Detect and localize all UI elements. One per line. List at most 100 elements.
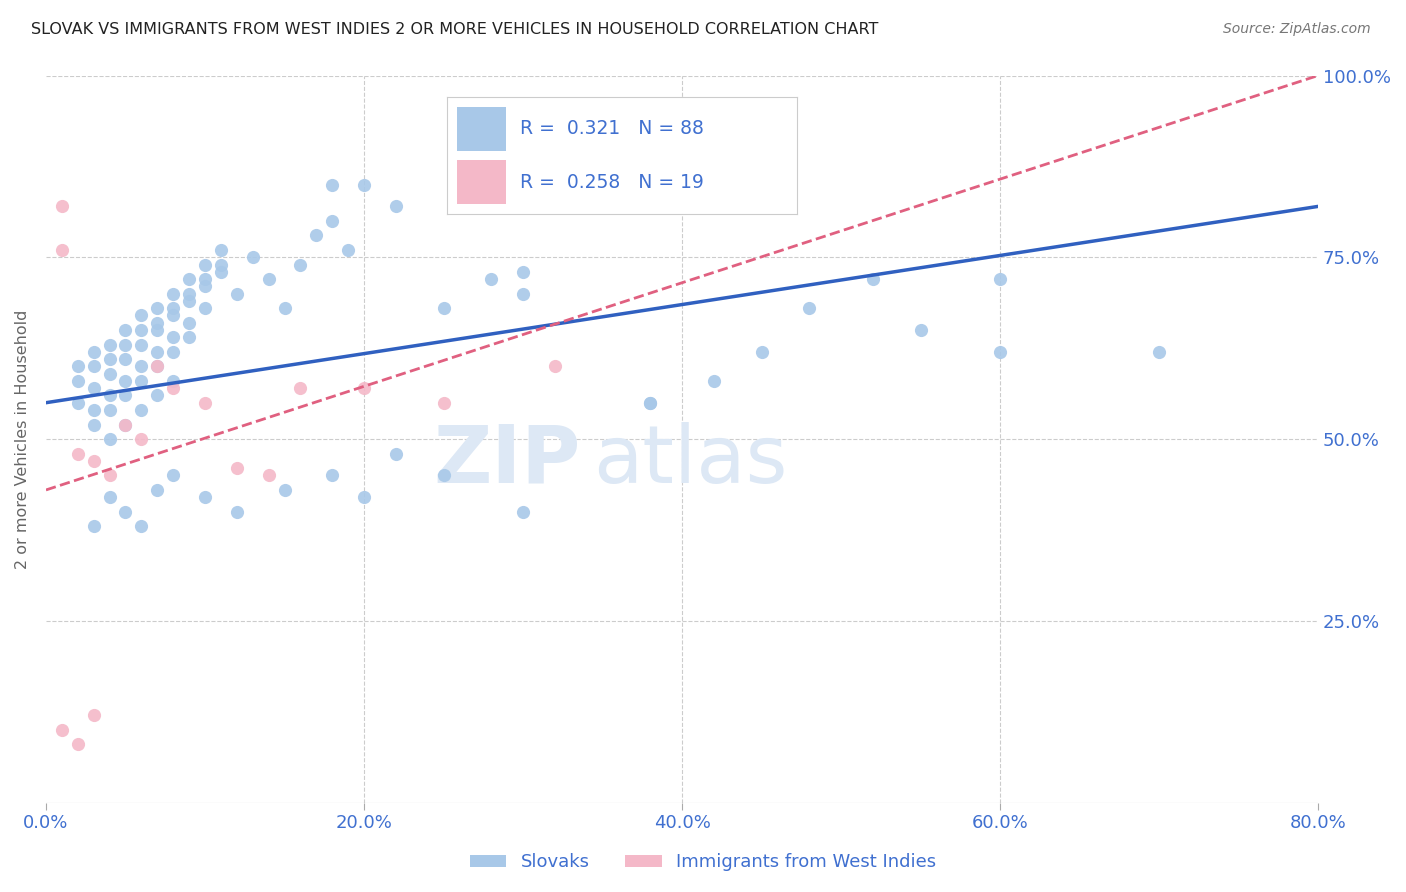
Text: ZIP: ZIP (433, 422, 581, 500)
Point (257, 272, 280, 286)
Point (83, 454, 105, 468)
Point (98, 388, 121, 402)
Point (162, 286, 184, 301)
Point (162, 309, 184, 323)
Point (131, 323, 153, 337)
Point (131, 432, 153, 446)
Point (162, 330, 184, 344)
Point (988, 344, 1011, 359)
Point (638, 395, 661, 409)
Point (209, 265, 232, 279)
Point (321, 214, 343, 228)
Point (131, 337, 153, 351)
Point (177, 316, 200, 330)
Point (114, 337, 136, 351)
Point (321, 178, 343, 192)
Point (703, 374, 725, 388)
Text: atlas: atlas (593, 422, 787, 500)
Point (98, 403, 121, 417)
Point (51, 243, 73, 257)
Point (512, 265, 534, 279)
Point (353, 178, 375, 192)
Point (432, 301, 454, 315)
Point (51, 199, 73, 213)
Point (83, 519, 105, 533)
Point (479, 272, 502, 286)
Point (66, 447, 89, 461)
Point (83, 344, 105, 359)
Point (146, 323, 169, 337)
Point (432, 468, 454, 483)
Point (337, 243, 360, 257)
Point (544, 359, 567, 374)
Point (385, 199, 408, 213)
Point (353, 381, 375, 395)
Point (194, 490, 217, 504)
Point (209, 258, 232, 272)
Point (910, 323, 932, 337)
Point (162, 468, 184, 483)
Point (98, 490, 121, 504)
Point (51, 723, 73, 737)
Point (146, 359, 169, 374)
Point (114, 374, 136, 388)
Point (225, 286, 247, 301)
Point (862, 272, 884, 286)
Point (432, 395, 454, 409)
Point (131, 519, 153, 533)
Point (131, 403, 153, 417)
Point (146, 316, 169, 330)
Point (131, 309, 153, 323)
Point (66, 359, 89, 374)
Point (177, 330, 200, 344)
Point (114, 352, 136, 367)
Point (225, 461, 247, 475)
Point (305, 228, 328, 243)
Point (146, 388, 169, 402)
Point (162, 374, 184, 388)
Point (353, 490, 375, 504)
Point (66, 374, 89, 388)
Point (177, 293, 200, 308)
Point (512, 505, 534, 519)
Point (321, 468, 343, 483)
Point (114, 417, 136, 432)
Point (146, 483, 169, 497)
Y-axis label: 2 or more Vehicles in Household: 2 or more Vehicles in Household (15, 310, 30, 569)
Point (162, 301, 184, 315)
Point (83, 403, 105, 417)
Point (242, 250, 264, 264)
Point (114, 323, 136, 337)
Point (146, 359, 169, 374)
Point (751, 344, 773, 359)
Point (162, 344, 184, 359)
Point (162, 381, 184, 395)
Point (146, 301, 169, 315)
Point (257, 468, 280, 483)
Point (194, 395, 217, 409)
Point (194, 258, 217, 272)
Text: Source: ZipAtlas.com: Source: ZipAtlas.com (1223, 22, 1371, 37)
Point (385, 447, 408, 461)
Point (114, 417, 136, 432)
Point (638, 395, 661, 409)
Point (98, 352, 121, 367)
Point (66, 395, 89, 409)
Point (66, 738, 89, 752)
Point (98, 367, 121, 381)
Point (98, 468, 121, 483)
Point (177, 286, 200, 301)
Point (194, 279, 217, 293)
Point (799, 301, 821, 315)
Point (988, 272, 1011, 286)
Point (194, 272, 217, 286)
Point (273, 483, 295, 497)
Point (83, 381, 105, 395)
Point (273, 301, 295, 315)
Text: SLOVAK VS IMMIGRANTS FROM WEST INDIES 2 OR MORE VEHICLES IN HOUSEHOLD CORRELATIO: SLOVAK VS IMMIGRANTS FROM WEST INDIES 2 … (31, 22, 879, 37)
Point (290, 381, 312, 395)
Point (83, 417, 105, 432)
Point (83, 359, 105, 374)
Point (131, 359, 153, 374)
Point (114, 505, 136, 519)
